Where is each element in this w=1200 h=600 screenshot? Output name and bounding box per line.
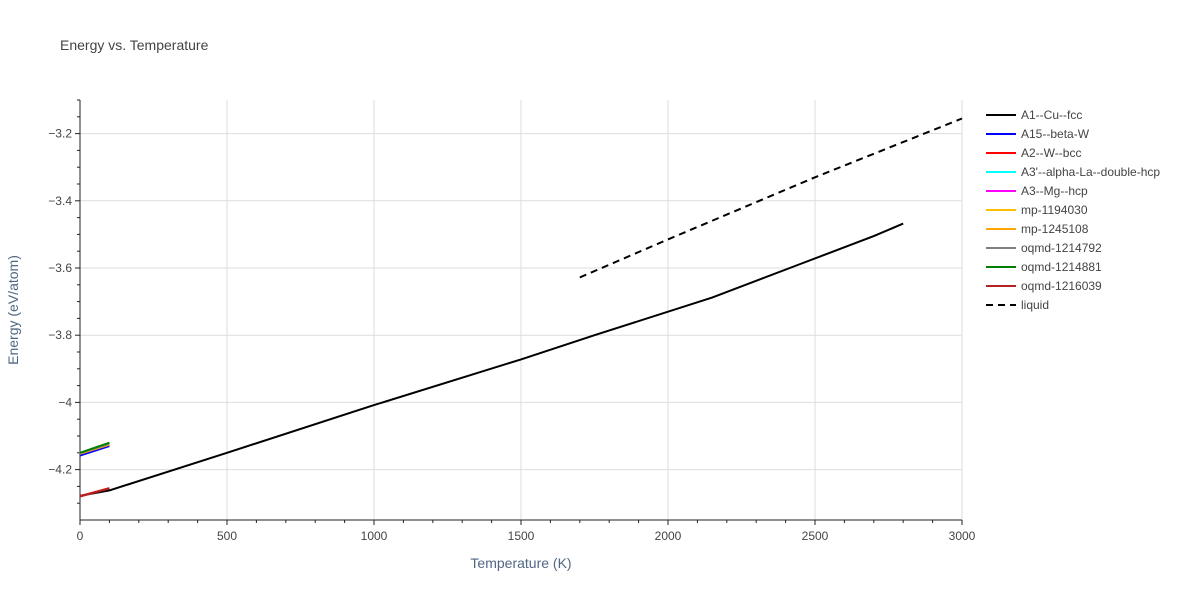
y-tick-label: −4 bbox=[58, 395, 72, 409]
legend-label: mp-1245108 bbox=[1021, 222, 1089, 236]
legend-item-a1-cu-fcc[interactable]: A1--Cu--fcc bbox=[986, 108, 1082, 122]
y-tick-label: −3.4 bbox=[48, 194, 72, 208]
legend-label: oqmd-1214792 bbox=[1021, 241, 1102, 255]
legend-item-oqmd-1216039[interactable]: oqmd-1216039 bbox=[986, 279, 1102, 293]
legend-label: oqmd-1216039 bbox=[1021, 279, 1102, 293]
series-line-a15-beta-w bbox=[79, 445, 110, 457]
legend-label: A1--Cu--fcc bbox=[1021, 108, 1082, 122]
plot-area bbox=[79, 117, 963, 498]
x-axis-title: Temperature (K) bbox=[470, 555, 571, 571]
axes: 0 500 1000 1500 2000 2500 3000 −4.2 −4 −3.8 −3.6 −3… bbox=[48, 99, 976, 543]
x-tick-label: 2000 bbox=[655, 529, 682, 543]
series-line-oqmd-1216039 bbox=[79, 487, 110, 498]
legend-label: A3--Mg--hcp bbox=[1021, 184, 1088, 198]
x-tick-label: 2500 bbox=[802, 529, 829, 543]
x-tick-label: 1500 bbox=[508, 529, 535, 543]
gridlines bbox=[80, 100, 963, 520]
legend-item-a15-beta-w[interactable]: A15--beta-W bbox=[986, 127, 1090, 141]
legend-item-a3-mg-hcp[interactable]: A3--Mg--hcp bbox=[986, 184, 1088, 198]
legend-label: A15--beta-W bbox=[1021, 127, 1090, 141]
legend-label: mp-1194030 bbox=[1021, 203, 1088, 217]
legend-label: liquid bbox=[1021, 298, 1049, 312]
legend-item-a3-alpha-la-double-hcp[interactable]: A3'--alpha-La--double-hcp bbox=[986, 165, 1160, 179]
x-tick-label: 1000 bbox=[361, 529, 388, 543]
legend-item-oqmd-1214881[interactable]: oqmd-1214881 bbox=[986, 260, 1102, 274]
x-tick-label: 500 bbox=[217, 529, 237, 543]
legend[interactable]: A1--Cu--fcc A15--beta-W A2--W--bcc A3'--alp… bbox=[986, 108, 1160, 312]
legend-label: oqmd-1214881 bbox=[1021, 260, 1102, 274]
y-tick-label: −3.6 bbox=[48, 261, 72, 275]
x-tick-label: 0 bbox=[77, 529, 84, 543]
y-axis-title: Energy (eV/atom) bbox=[5, 255, 21, 365]
series-line-liquid bbox=[579, 117, 963, 279]
legend-item-mp-1194030[interactable]: mp-1194030 bbox=[986, 203, 1088, 217]
legend-label: A2--W--bcc bbox=[1021, 146, 1081, 160]
series-line-a1-cu-fcc bbox=[79, 222, 904, 497]
legend-item-liquid[interactable]: liquid bbox=[986, 298, 1049, 312]
x-tick-label: 3000 bbox=[949, 529, 976, 543]
legend-label: A3'--alpha-La--double-hcp bbox=[1021, 165, 1160, 179]
series-line-oqmd-1214881 bbox=[79, 441, 110, 454]
legend-item-a2-w-bcc[interactable]: A2--W--bcc bbox=[986, 146, 1081, 160]
legend-item-oqmd-1214792[interactable]: oqmd-1214792 bbox=[986, 241, 1102, 255]
chart-title: Energy vs. Temperature bbox=[60, 37, 209, 53]
y-tick-label: −3.8 bbox=[48, 328, 72, 342]
y-tick-label: −4.2 bbox=[48, 463, 72, 477]
y-tick-label: −3.2 bbox=[48, 127, 72, 141]
legend-item-mp-1245108[interactable]: mp-1245108 bbox=[986, 222, 1089, 236]
